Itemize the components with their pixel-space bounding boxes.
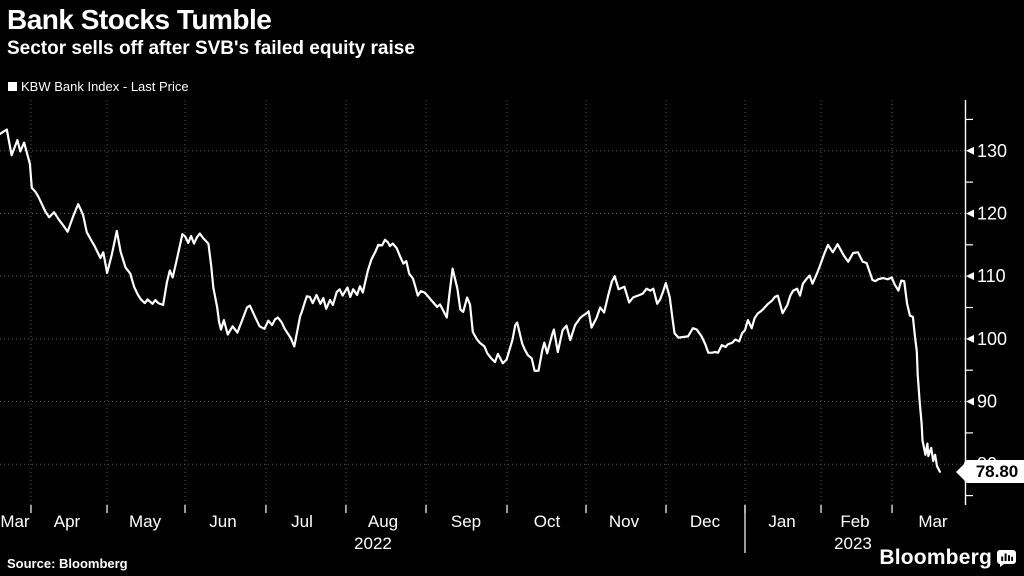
legend: KBW Bank Index - Last Price xyxy=(8,79,189,94)
legend-label: KBW Bank Index - Last Price xyxy=(21,79,189,94)
bloomberg-bar-chart-icon xyxy=(997,549,1016,567)
y-axis-label: 130 xyxy=(977,141,1007,161)
x-axis-month-label: May xyxy=(129,512,162,531)
x-axis-month-label: Apr xyxy=(54,512,81,531)
x-axis-month-label: Mar xyxy=(0,512,30,531)
y-major-tick xyxy=(966,209,974,218)
x-axis-month-label: Nov xyxy=(609,512,640,531)
x-axis-year-label: 2023 xyxy=(834,534,872,553)
x-axis-month-label: Jan xyxy=(768,512,795,531)
bloomberg-logo: Bloomberg xyxy=(879,546,1016,570)
y-axis-label: 120 xyxy=(977,203,1007,223)
y-axis-label: 90 xyxy=(977,392,997,412)
x-axis-month-label: Dec xyxy=(690,512,721,531)
page-title: Bank Stocks Tumble xyxy=(7,4,272,35)
x-axis-month-label: Jul xyxy=(291,512,313,531)
y-major-tick xyxy=(966,334,974,343)
x-axis-month-label: Feb xyxy=(840,512,869,531)
source-credit: Source: Bloomberg xyxy=(7,556,128,571)
x-axis-month-label: Mar xyxy=(918,512,948,531)
y-major-tick xyxy=(966,272,974,281)
page-subtitle: Sector sells off after SVB's failed equi… xyxy=(7,38,415,59)
x-axis-month-label: Oct xyxy=(534,512,561,531)
x-axis-year-label: 2022 xyxy=(354,534,392,553)
y-axis-label: 100 xyxy=(977,329,1007,349)
x-axis-month-label: Jun xyxy=(209,512,236,531)
kbw-index-line xyxy=(0,128,942,473)
x-axis-month-label: Aug xyxy=(368,512,398,531)
y-axis-label: 110 xyxy=(977,266,1006,286)
x-axis-month-label: Sep xyxy=(451,512,481,531)
bloomberg-logo-text: Bloomberg xyxy=(879,546,992,569)
last-price-badge: 78.80 xyxy=(964,460,1024,484)
y-major-tick xyxy=(966,146,974,155)
y-major-tick xyxy=(966,397,974,406)
legend-square-marker-icon xyxy=(8,82,17,91)
